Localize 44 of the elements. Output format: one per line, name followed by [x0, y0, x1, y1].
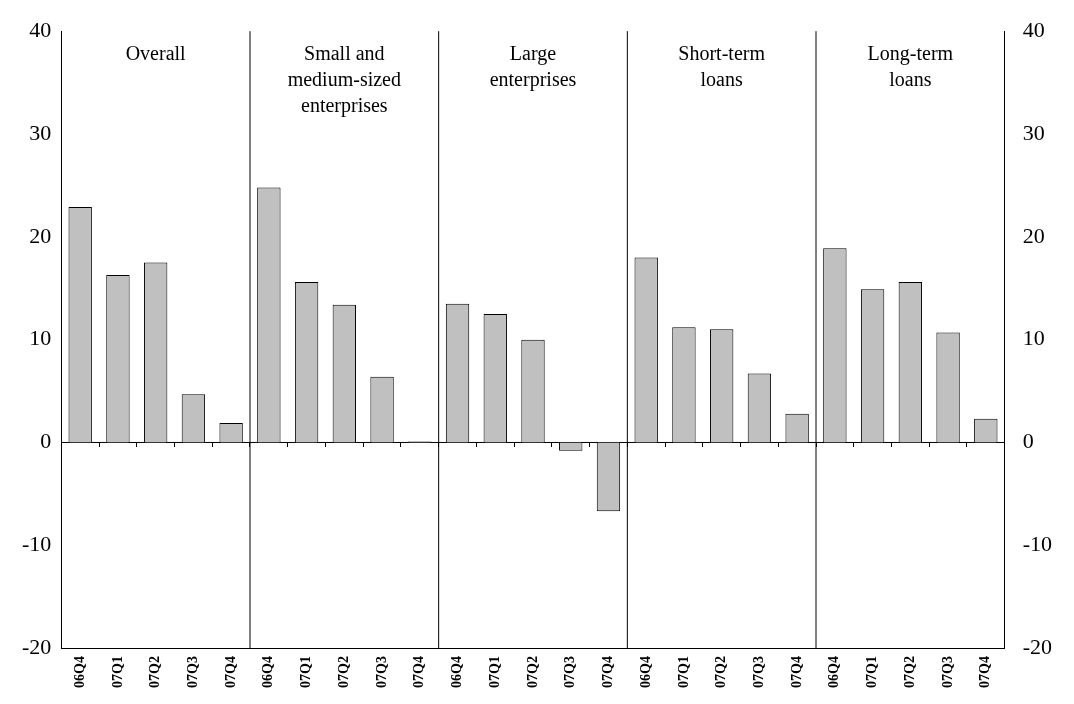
x-tick-label: 07Q4 — [411, 656, 427, 688]
x-tick-label: 07Q2 — [713, 656, 729, 688]
x-tick-label: 07Q4 — [977, 656, 993, 688]
y-tick-label: 0 — [40, 428, 52, 454]
x-tick-label: 07Q1 — [486, 656, 502, 688]
x-tick-label: 07Q2 — [901, 656, 917, 688]
x-tick-label: 07Q1 — [109, 656, 125, 688]
annotation: Overall — [125, 42, 187, 65]
x-tick-label: 07Q4 — [600, 656, 616, 688]
y2-tick-label: 20 — [1022, 222, 1045, 248]
x-tick-label: 07Q1 — [675, 656, 691, 688]
y-tick-label: 40 — [29, 16, 52, 42]
y2-tick-label: -20 — [1022, 633, 1052, 659]
x-tick-label: 07Q1 — [864, 656, 880, 688]
y-tick-label: 10 — [29, 325, 52, 351]
x-tick-label: 06Q4 — [449, 656, 465, 688]
x-tick-label: 07Q2 — [335, 656, 351, 688]
annotation: Large enterprises — [489, 42, 577, 92]
x-tick-label: 07Q4 — [222, 656, 238, 688]
x-tick-label: 06Q4 — [260, 656, 276, 688]
y2-tick-label: -10 — [1022, 531, 1052, 557]
y-tick-label: 30 — [29, 119, 52, 145]
x-tick-label: 07Q3 — [185, 656, 200, 688]
x-tick-label: 06Q4 — [637, 656, 653, 688]
y2-tick-label: 10 — [1022, 325, 1045, 351]
y2-tick-label: 30 — [1022, 119, 1045, 145]
x-tick-label: 07Q3 — [751, 656, 767, 688]
y2-tick-label: 40 — [1022, 16, 1045, 42]
y-tick-label: 20 — [29, 222, 52, 248]
x-tick-label: 06Q4 — [826, 656, 842, 688]
x-tick-label: 07Q2 — [147, 656, 163, 688]
y2-tick-label: 0 — [1022, 428, 1034, 454]
x-tick-label: 07Q1 — [298, 656, 314, 688]
x-tick-label: 06Q4 — [71, 656, 87, 688]
y-tick-label: -20 — [22, 633, 52, 659]
x-tick-label: 07Q2 — [524, 656, 540, 688]
x-tick-label: 07Q4 — [788, 656, 804, 688]
annotation: Long-term loans — [867, 42, 954, 91]
annotation: Small and medium-sized enterprises — [287, 42, 401, 118]
annotation: Short-term loans — [678, 42, 766, 91]
y-tick-label: -10 — [22, 531, 52, 557]
x-tick-label: 07Q3 — [939, 656, 955, 688]
x-tick-label: 07Q3 — [373, 656, 389, 688]
x-tick-label: 07Q3 — [562, 656, 578, 688]
